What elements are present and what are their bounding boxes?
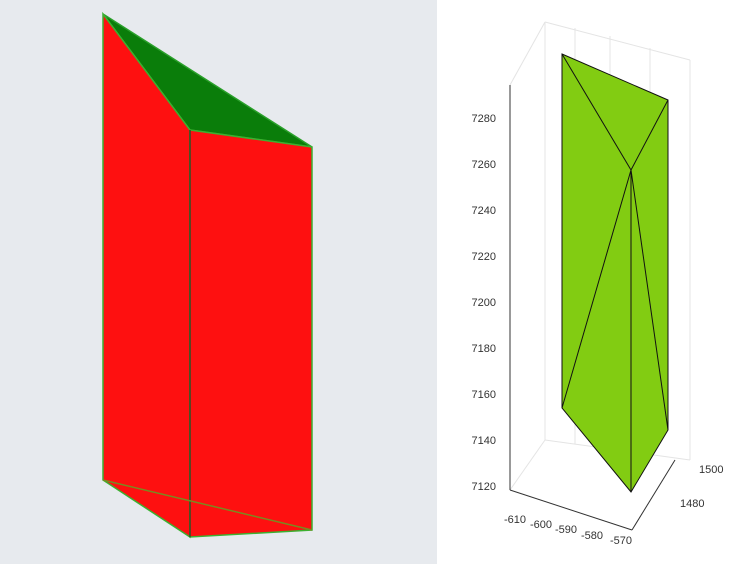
right-panel: 7120 7140 7160 7180 7200 7220 7240 7260 7280 -610… (438, 0, 754, 564)
x-tick-label: -600 (530, 519, 552, 531)
prism-right-face (189, 129, 313, 538)
surface (561, 53, 669, 493)
z-tick-label: 7240 (472, 205, 496, 217)
z-tick-label: 7260 (472, 159, 496, 171)
y-tick-label: 1500 (699, 464, 723, 476)
z-tick-label: 7140 (472, 435, 496, 447)
prism-bottom-edge (102, 479, 313, 531)
z-tick-label: 7220 (472, 251, 496, 263)
surface-edges (561, 53, 669, 492)
z-tick-label: 7200 (472, 297, 496, 309)
x-axis-line (509, 489, 633, 531)
z-tick-label: 7120 (472, 481, 496, 493)
z-tick-label: 7180 (472, 343, 496, 355)
x-tick-label: -570 (610, 535, 632, 547)
y-axis-line (631, 459, 676, 531)
y-tick-label: 1480 (680, 498, 704, 510)
z-tick-label: 7160 (472, 389, 496, 401)
x-tick-label: -590 (555, 524, 577, 536)
left-panel (0, 0, 437, 564)
z-tick-label: 7280 (472, 113, 496, 125)
x-tick-label: -610 (504, 514, 526, 526)
x-tick-label: -580 (581, 530, 603, 542)
